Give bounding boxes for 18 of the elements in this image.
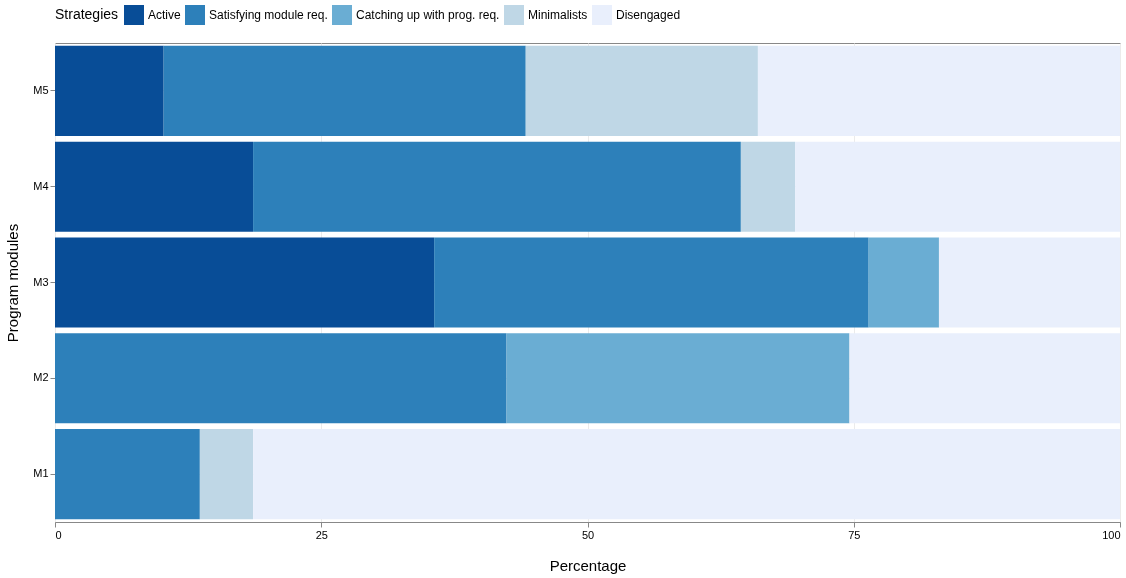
y-tick-label: M3 bbox=[33, 275, 49, 288]
legend-label: Disengaged bbox=[616, 8, 681, 22]
legend-label: Catching up with prog. req. bbox=[356, 8, 500, 22]
x-axis-title: Percentage bbox=[549, 556, 627, 574]
legend-label: Satisfying module req. bbox=[209, 8, 328, 22]
y-tick-label: M5 bbox=[33, 83, 49, 96]
y-axis-title: Program modules bbox=[4, 223, 22, 343]
x-tick-label: 25 bbox=[315, 528, 328, 541]
x-tick-label: 100 bbox=[1102, 528, 1121, 541]
legend-label: Active bbox=[148, 8, 181, 22]
x-tick-label: 75 bbox=[848, 528, 861, 541]
y-tick-label: M2 bbox=[33, 371, 49, 384]
y-tick-label: M1 bbox=[33, 467, 49, 480]
y-tick-label: M4 bbox=[33, 179, 49, 192]
legend-label: Minimalists bbox=[528, 8, 588, 22]
legend-title: Strategies bbox=[55, 6, 119, 22]
x-tick-label: 0 bbox=[55, 528, 62, 541]
x-tick-label: 50 bbox=[581, 528, 595, 541]
